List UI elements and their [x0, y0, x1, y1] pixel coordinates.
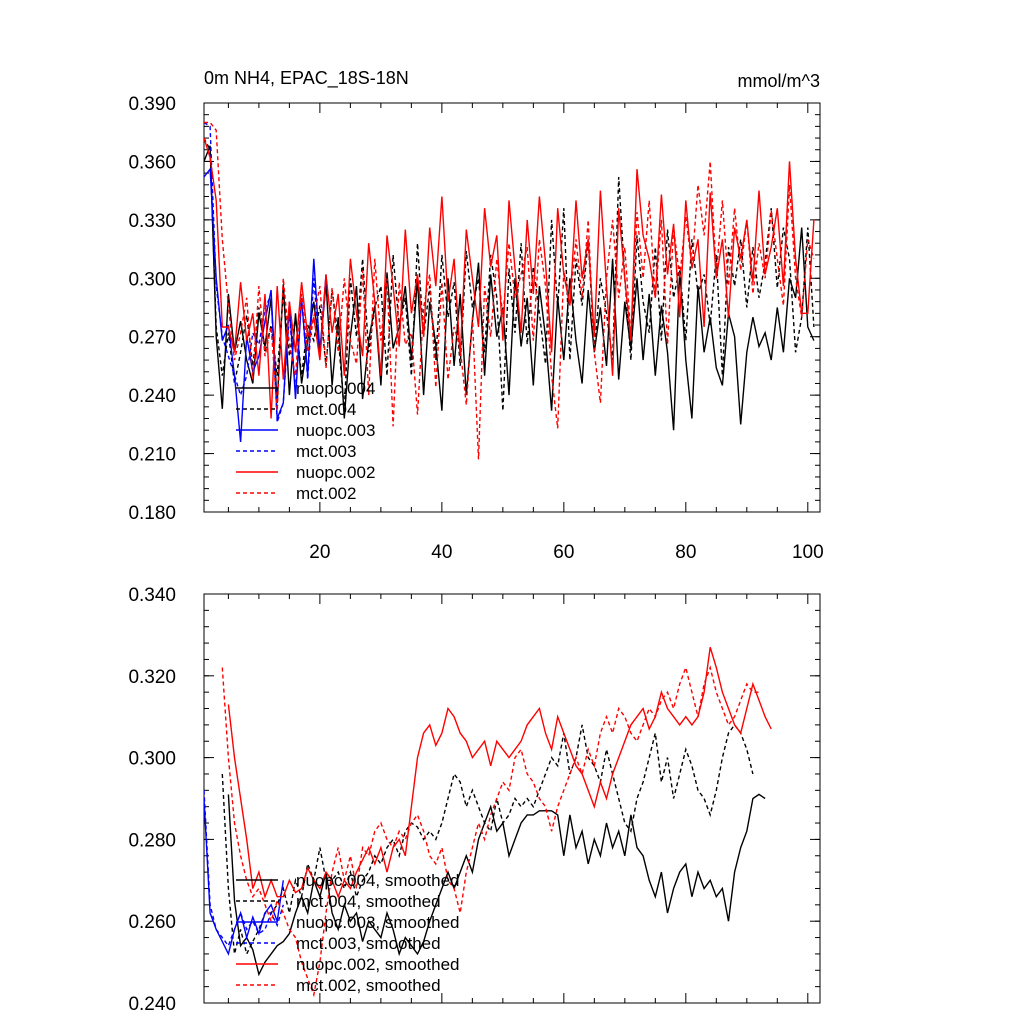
- plot-frame: [203, 102, 821, 513]
- x-tick-label: 20: [309, 542, 330, 563]
- top-panel: 0.180 0.210 0.240 0.270 0.300 0.330 0.360 0.390…: [128, 94, 823, 563]
- series-line-nuopc-002: [204, 137, 815, 419]
- x-tick-label: 40: [431, 542, 452, 563]
- y-tick-label: 0.240: [128, 994, 176, 1015]
- y-tick-label: 0.240: [128, 386, 176, 407]
- y-tick-label: 0.210: [128, 445, 176, 466]
- legend-label: mct.002: [296, 484, 356, 503]
- series-line-mct-003-smoothed: [204, 790, 284, 948]
- y-tick-label: 0.320: [128, 667, 176, 688]
- y-tick-label: 0.300: [128, 749, 176, 770]
- series-line-mct-003: [204, 121, 327, 423]
- x-tick-label: 60: [553, 542, 574, 563]
- y-tick-label: 0.390: [128, 94, 176, 115]
- series-line-mct-002: [204, 121, 815, 460]
- legend-label: mct.004, smoothed: [296, 892, 441, 911]
- legend-label: mct.002, smoothed: [296, 976, 441, 995]
- legend-label: nuopc.004, smoothed: [296, 871, 460, 890]
- series-line-mct-004: [204, 137, 815, 411]
- legend-label: nuopc.004: [296, 379, 375, 398]
- series-line-nuopc-004-smoothed: [227, 793, 766, 977]
- bottom-panel: 0.240 0.260 0.280 0.300 0.320 0.340 nuopc.004,…: [128, 585, 821, 1015]
- top-panel-units: mmol/m^3: [738, 71, 820, 91]
- y-tick-label: 0.330: [128, 211, 176, 232]
- legend-label: mct.004: [296, 400, 356, 419]
- y-tick-label: 0.360: [128, 152, 176, 173]
- series-line-mct-002-smoothed: [221, 665, 759, 998]
- y-tick-label: 0.270: [128, 328, 176, 349]
- legend-label: nuopc.003, smoothed: [296, 913, 460, 932]
- y-tick-label: 0.300: [128, 269, 176, 290]
- legend-label: mct.003, smoothed: [296, 934, 441, 953]
- y-tick-label: 0.340: [128, 585, 176, 606]
- y-tick-label: 0.180: [128, 503, 176, 524]
- y-tick-label: 0.260: [128, 912, 176, 933]
- series-line-nuopc-002-smoothed: [227, 646, 772, 900]
- legend-label: mct.003: [296, 442, 356, 461]
- top-panel-title: 0m NH4, EPAC_18S-18N: [204, 68, 409, 89]
- legend-label: nuopc.002, smoothed: [296, 955, 460, 974]
- y-tick-label: 0.280: [128, 830, 176, 851]
- x-tick-label: 100: [792, 542, 824, 563]
- x-tick-label: 80: [675, 542, 696, 563]
- legend-label: nuopc.003: [296, 421, 375, 440]
- legend-label: nuopc.002: [296, 463, 375, 482]
